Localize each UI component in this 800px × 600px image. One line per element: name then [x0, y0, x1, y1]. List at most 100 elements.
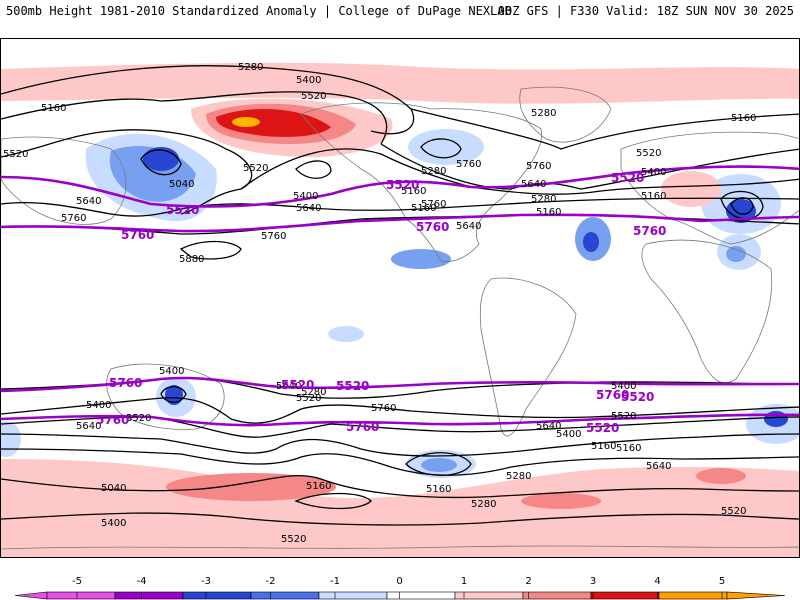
colorbar-extend-low [14, 591, 48, 600]
contour-label: 5040 [169, 179, 194, 190]
contour-label: 5400 [296, 75, 321, 86]
contour-label: 5160 [426, 484, 451, 495]
contour-5160-far-south [1, 512, 799, 526]
highlight-label: 5760 [596, 388, 629, 402]
contour-label: 5160 [41, 103, 66, 114]
contour-5880 [179, 240, 242, 260]
colorbar-tick-label: 0 [396, 576, 402, 587]
anom-pos-south-indian [696, 468, 746, 484]
contour-label: 5400 [101, 518, 126, 529]
anom-pos4-bering [232, 117, 260, 127]
contour-5040-hudson [420, 138, 462, 159]
contour-label: 5520 [296, 393, 321, 404]
contour-label: 5280 [471, 499, 496, 510]
coast-antarctica [1, 545, 799, 550]
anom-pos-south-atlantic [521, 493, 601, 509]
contour-label: 5160 [591, 441, 616, 452]
colorbar-segment [658, 591, 728, 600]
contour-5280-south [1, 448, 799, 476]
contour-label: 5640 [646, 461, 671, 472]
highlight-label: 5520 [336, 379, 369, 393]
highlight-label: 5520 [166, 203, 199, 217]
contour-label: 5520 [126, 413, 151, 424]
highlight-label: 5760 [633, 224, 666, 238]
anom-pos-band-arctic [1, 62, 799, 104]
anomaly-shading [1, 62, 799, 557]
colorbar-extend-high [726, 591, 786, 600]
colorbar-segment [522, 591, 592, 600]
contour-label: 5520 [243, 163, 268, 174]
contour-5400-aus [160, 385, 187, 403]
contour-label: 5640 [521, 179, 546, 190]
anomaly-map: 5280540055205160552050405640576058805520… [1, 39, 799, 557]
contour-label: 5400 [86, 400, 111, 411]
coast-greenland [519, 86, 612, 143]
contour-label: 5280 [301, 387, 326, 398]
map-panel[interactable]: 5280 5400 5520 5160 5520 5040 5640 5760 5880 5520… [0, 38, 800, 558]
contour-label: 5160 [616, 443, 641, 454]
colorbar-tick-label: 2 [525, 576, 531, 587]
highlight-label: 5520 [386, 178, 419, 192]
contour-label: 5160 [731, 113, 756, 124]
highlight-5760-north [1, 213, 799, 233]
coast-africa [641, 239, 773, 384]
colorbar-tick-label: -4 [137, 576, 147, 587]
anom-neg-hudson [408, 129, 484, 165]
contour-label: 5760 [261, 231, 286, 242]
coastlines [1, 86, 799, 550]
anom-pos-south-pacific [166, 473, 336, 501]
colorbar-ticks: -5 -4 -3 -2 -1 0 1 2 3 4 5 [72, 576, 725, 599]
contour-label: 5520 [636, 148, 661, 159]
contour-label: 5280 [238, 62, 263, 73]
contour-5160-south [1, 474, 799, 499]
contour-label: 5040 [101, 483, 126, 494]
coast-asia-west [1, 136, 127, 225]
height-contours [1, 65, 799, 526]
highlight-contours [1, 165, 799, 427]
colorbar-segment [590, 591, 660, 600]
contour-5280-north-e [410, 108, 799, 150]
anom-neg3-eu [726, 199, 756, 223]
map-title: 500mb Height 1981-2010 Standardized Anom… [6, 4, 512, 18]
highlight-5520-south [1, 413, 799, 427]
highlight-5760-south [1, 376, 799, 393]
highlight-label: 5520 [281, 378, 314, 392]
highlight-label: 5520 [611, 171, 644, 185]
colorbar-tick-label: 4 [654, 576, 660, 587]
contour-label: 5640 [296, 203, 321, 214]
highlight-label: 5760 [109, 376, 142, 390]
contour-5280-north [1, 65, 415, 135]
colorbar-tick-label: -3 [201, 576, 211, 587]
coast-australia [106, 363, 225, 430]
contour-5400-bering [295, 160, 332, 179]
contour-label: 5400 [611, 381, 636, 392]
contour-label: 5280 [531, 194, 556, 205]
contour-5520-north [1, 129, 253, 215]
highlight-label: 5520 [621, 390, 654, 404]
anom-neg-west-edge [1, 421, 21, 457]
highlight-label: 5760 [96, 413, 129, 427]
coast-north-america [300, 102, 543, 262]
colorbar-segment [46, 591, 116, 600]
contour-label: 5280 [506, 471, 531, 482]
coast-south-america [479, 277, 577, 437]
anom-neg-tropics [391, 249, 451, 269]
colorbar-segment [386, 591, 456, 600]
contour-5040-south [405, 452, 472, 476]
anom-neg3-atlantic [583, 232, 599, 252]
contour-label: 5760 [371, 403, 396, 414]
contour-5640-south [1, 397, 799, 424]
contour-label: 5160 [411, 203, 436, 214]
contour-label: 5160 [401, 186, 426, 197]
contour-label: 5520 [611, 411, 636, 422]
highlight-label: 5760 [346, 420, 379, 434]
contour-labels: 5280540055205160552050405640576058805520… [3, 62, 756, 545]
contour-label: 5520 [721, 506, 746, 517]
highlight-5520-north [1, 165, 799, 208]
coast-eurasia [620, 131, 799, 245]
colorbar-segment [182, 591, 252, 600]
contour-label: 5280 [531, 108, 556, 119]
contour-5400-north [1, 91, 388, 145]
contour-5400-mid [380, 143, 799, 190]
